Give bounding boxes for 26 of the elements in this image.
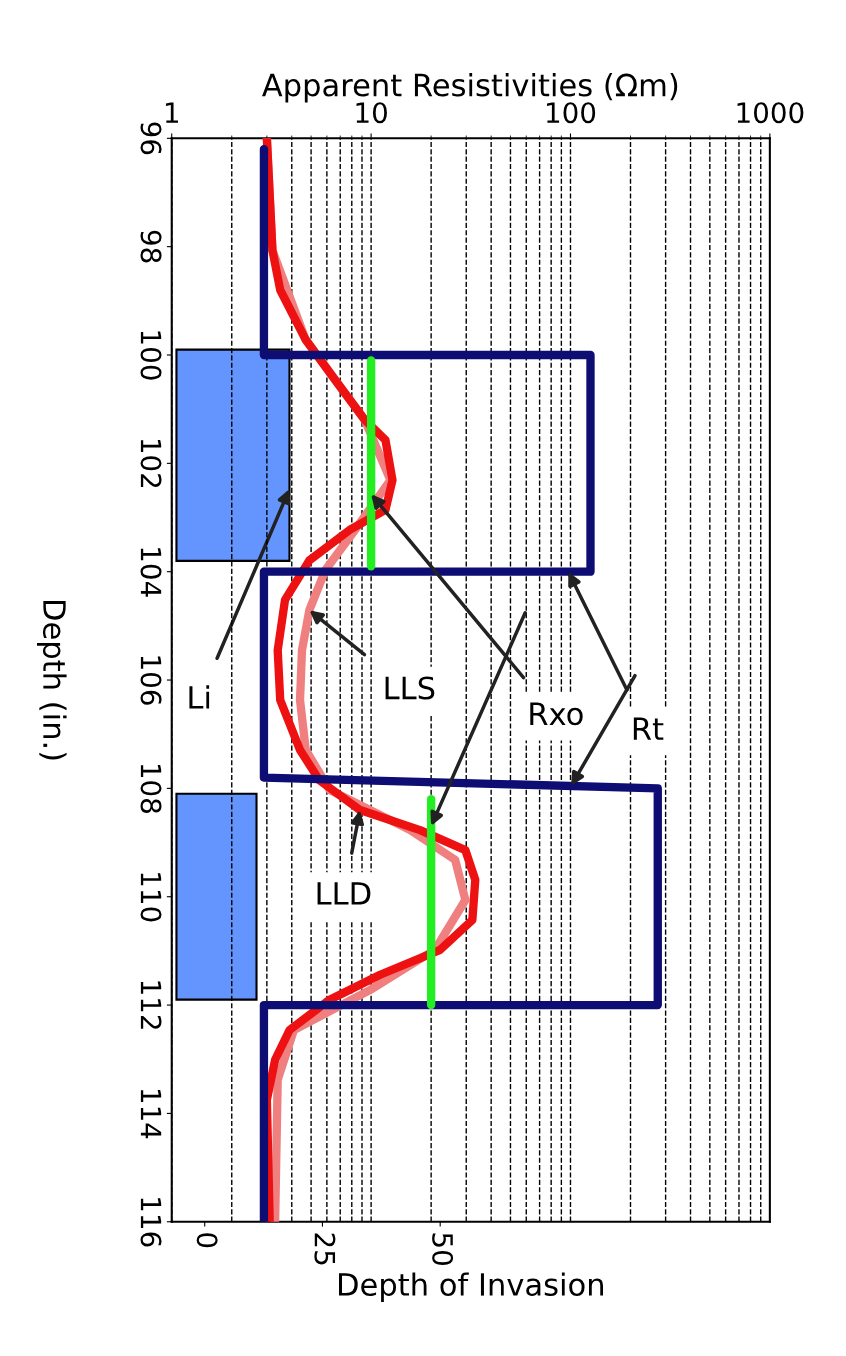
y-tick-label: 104: [140, 548, 162, 597]
y-axis-title: Depth (in.): [37, 600, 67, 760]
y-tick-label: 114: [140, 1089, 162, 1139]
x2-tick-label: 0: [196, 1233, 218, 1248]
y-tick-label: 108: [140, 764, 162, 813]
x-tick-label: 1: [165, 102, 179, 123]
x2-tick-label: 50: [432, 1233, 454, 1265]
x-tick-label: 1000: [737, 102, 804, 124]
y-tick-label: 102: [140, 439, 162, 488]
series-label: Rt: [633, 717, 664, 740]
text: Li: [189, 685, 210, 709]
x2-axis-title: Depth of Invasion: [339, 1272, 603, 1302]
y-tick-label: 96: [140, 122, 162, 155]
x-tick-label: 10: [356, 102, 387, 124]
y-tick-label: 112: [140, 981, 162, 1029]
y-tick-label: 98: [140, 230, 162, 263]
x2-tick-label: 25: [314, 1233, 336, 1265]
y-tick-label: 110: [140, 873, 162, 922]
text: Rxo: [530, 702, 583, 726]
text: LLD: [317, 882, 371, 905]
y-tick-label: 100: [140, 331, 162, 380]
y-tick-label: 106: [140, 656, 162, 705]
x-axis-title: Apparent Resistivities (Ωm): [262, 72, 678, 103]
x-tick-label: 100: [547, 102, 596, 124]
text: LLS: [385, 676, 435, 700]
y-tick-label: 116: [140, 1198, 162, 1247]
